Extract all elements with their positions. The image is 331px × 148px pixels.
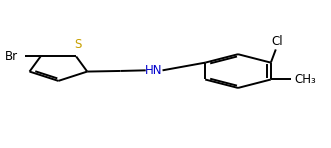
Text: CH₃: CH₃ — [294, 73, 316, 86]
Text: Br: Br — [5, 50, 19, 63]
Text: Cl: Cl — [272, 35, 283, 48]
Text: S: S — [74, 38, 81, 51]
Text: HN: HN — [145, 64, 163, 77]
